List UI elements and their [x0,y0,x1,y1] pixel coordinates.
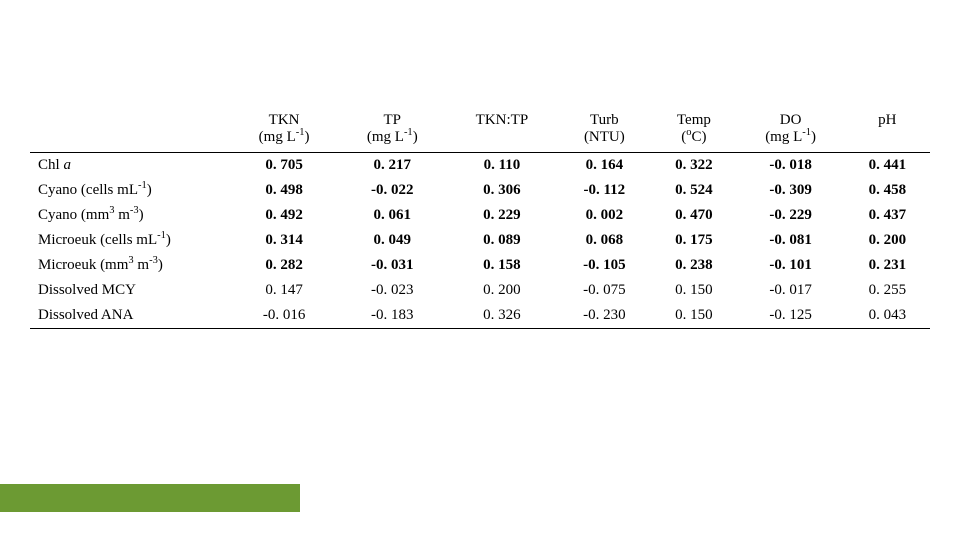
cell: 0. 238 [651,253,736,278]
row-label: Cyano (cells mL-1) [30,178,230,203]
col-unit-ph [845,129,930,153]
cell: 0. 089 [446,228,557,253]
cell: 0. 255 [845,278,930,303]
cell: 0. 705 [230,153,338,179]
col-label-tp: TP [338,110,446,129]
table-body: Chl a0. 7050. 2170. 1100. 1640. 322-0. 0… [30,153,930,329]
table-row: Cyano (mm3 m-3)0. 4920. 0610. 2290. 0020… [30,203,930,228]
cell: -0. 023 [338,278,446,303]
cell: 0. 229 [446,203,557,228]
col-unit-tp: (mg L-1) [338,129,446,153]
cell: 0. 147 [230,278,338,303]
row-label: Microeuk (mm3 m-3) [30,253,230,278]
cell: 0. 441 [845,153,930,179]
col-unit-do: (mg L-1) [737,129,845,153]
correlation-table-container: TKNTPTKN:TPTurbTempDOpH(mg L-1)(mg L-1)(… [30,110,930,329]
row-label: Dissolved MCY [30,278,230,303]
row-label: Cyano (mm3 m-3) [30,203,230,228]
table-header: TKNTPTKN:TPTurbTempDOpH(mg L-1)(mg L-1)(… [30,110,930,153]
cell: 0. 306 [446,178,557,203]
cell: 0. 110 [446,153,557,179]
cell: 0. 175 [651,228,736,253]
row-label: Chl a [30,153,230,179]
cell: 0. 437 [845,203,930,228]
cell: 0. 492 [230,203,338,228]
table-row: Microeuk (cells mL-1)0. 3140. 0490. 0890… [30,228,930,253]
cell: 0. 326 [446,303,557,329]
cell: 0. 314 [230,228,338,253]
cell: 0. 061 [338,203,446,228]
cell: -0. 017 [737,278,845,303]
cell: -0. 309 [737,178,845,203]
table-row: Chl a0. 7050. 2170. 1100. 1640. 322-0. 0… [30,153,930,179]
row-label: Dissolved ANA [30,303,230,329]
cell: -0. 031 [338,253,446,278]
col-unit-tkntp [446,129,557,153]
cell: 0. 158 [446,253,557,278]
table-row: Dissolved ANA-0. 016-0. 1830. 326-0. 230… [30,303,930,329]
cell: 0. 150 [651,303,736,329]
accent-bar [0,484,300,512]
cell: 0. 068 [557,228,651,253]
cell: -0. 081 [737,228,845,253]
cell: -0. 022 [338,178,446,203]
cell: 0. 200 [446,278,557,303]
cell: -0. 112 [557,178,651,203]
col-unit-temp: (oC) [651,129,736,153]
cell: 0. 524 [651,178,736,203]
cell: 0. 498 [230,178,338,203]
cell: 0. 322 [651,153,736,179]
cell: -0. 018 [737,153,845,179]
cell: 0. 470 [651,203,736,228]
cell: -0. 229 [737,203,845,228]
cell: 0. 049 [338,228,446,253]
col-label-tkn: TKN [230,110,338,129]
table-row: Cyano (cells mL-1)0. 498-0. 0220. 306-0.… [30,178,930,203]
cell: 0. 200 [845,228,930,253]
col-label-do: DO [737,110,845,129]
cell: 0. 217 [338,153,446,179]
col-unit-tkn: (mg L-1) [230,129,338,153]
col-label-tkntp: TKN:TP [446,110,557,129]
cell: 0. 043 [845,303,930,329]
cell: 0. 002 [557,203,651,228]
row-label: Microeuk (cells mL-1) [30,228,230,253]
header-blank-units [30,129,230,153]
cell: -0. 101 [737,253,845,278]
cell: 0. 458 [845,178,930,203]
cell: -0. 230 [557,303,651,329]
col-label-temp: Temp [651,110,736,129]
cell: 0. 150 [651,278,736,303]
col-label-ph: pH [845,110,930,129]
table-row: Dissolved MCY0. 147-0. 0230. 200-0. 0750… [30,278,930,303]
cell: -0. 183 [338,303,446,329]
table-row: Microeuk (mm3 m-3)0. 282-0. 0310. 158-0.… [30,253,930,278]
cell: -0. 075 [557,278,651,303]
cell: 0. 231 [845,253,930,278]
cell: 0. 164 [557,153,651,179]
col-label-turb: Turb [557,110,651,129]
col-unit-turb: (NTU) [557,129,651,153]
correlation-table: TKNTPTKN:TPTurbTempDOpH(mg L-1)(mg L-1)(… [30,110,930,329]
header-blank [30,110,230,129]
cell: 0. 282 [230,253,338,278]
cell: -0. 105 [557,253,651,278]
cell: -0. 016 [230,303,338,329]
cell: -0. 125 [737,303,845,329]
